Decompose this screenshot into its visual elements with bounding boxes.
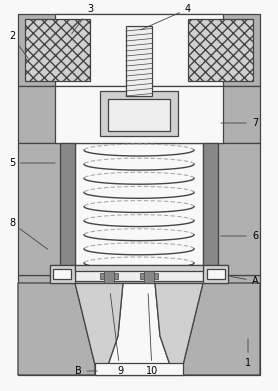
- Text: A: A: [231, 276, 258, 286]
- Bar: [203, 265, 228, 283]
- Bar: [18, 86, 260, 143]
- Bar: [25, 19, 90, 81]
- Text: 1: 1: [245, 339, 251, 368]
- Bar: [60, 143, 75, 275]
- Bar: [50, 265, 228, 283]
- Bar: [53, 269, 71, 279]
- Bar: [95, 363, 183, 375]
- Text: 4: 4: [141, 4, 191, 30]
- Text: 2: 2: [9, 31, 28, 59]
- Bar: [75, 265, 203, 271]
- Text: 8: 8: [9, 218, 48, 249]
- Bar: [104, 271, 114, 283]
- Text: 5: 5: [9, 158, 55, 168]
- Bar: [55, 86, 223, 143]
- Bar: [126, 26, 152, 96]
- Bar: [203, 143, 260, 275]
- Polygon shape: [155, 283, 203, 365]
- Bar: [188, 19, 253, 81]
- Text: 6: 6: [221, 231, 258, 241]
- Text: 3: 3: [72, 4, 93, 34]
- Bar: [55, 14, 223, 86]
- Polygon shape: [95, 283, 183, 375]
- Text: 7: 7: [221, 118, 258, 128]
- Bar: [18, 14, 260, 86]
- Bar: [18, 275, 260, 375]
- Bar: [75, 269, 203, 281]
- Bar: [100, 273, 118, 279]
- Text: 10: 10: [146, 294, 158, 376]
- Bar: [50, 265, 75, 283]
- Bar: [100, 91, 178, 136]
- Bar: [144, 271, 154, 283]
- Bar: [207, 269, 225, 279]
- Text: 9: 9: [110, 294, 123, 376]
- Bar: [75, 143, 203, 275]
- Polygon shape: [18, 283, 108, 375]
- Text: B: B: [75, 366, 97, 376]
- Polygon shape: [183, 283, 260, 375]
- Bar: [203, 143, 218, 275]
- Bar: [140, 273, 158, 279]
- Polygon shape: [75, 283, 123, 365]
- Bar: [18, 143, 75, 275]
- Bar: [108, 99, 170, 131]
